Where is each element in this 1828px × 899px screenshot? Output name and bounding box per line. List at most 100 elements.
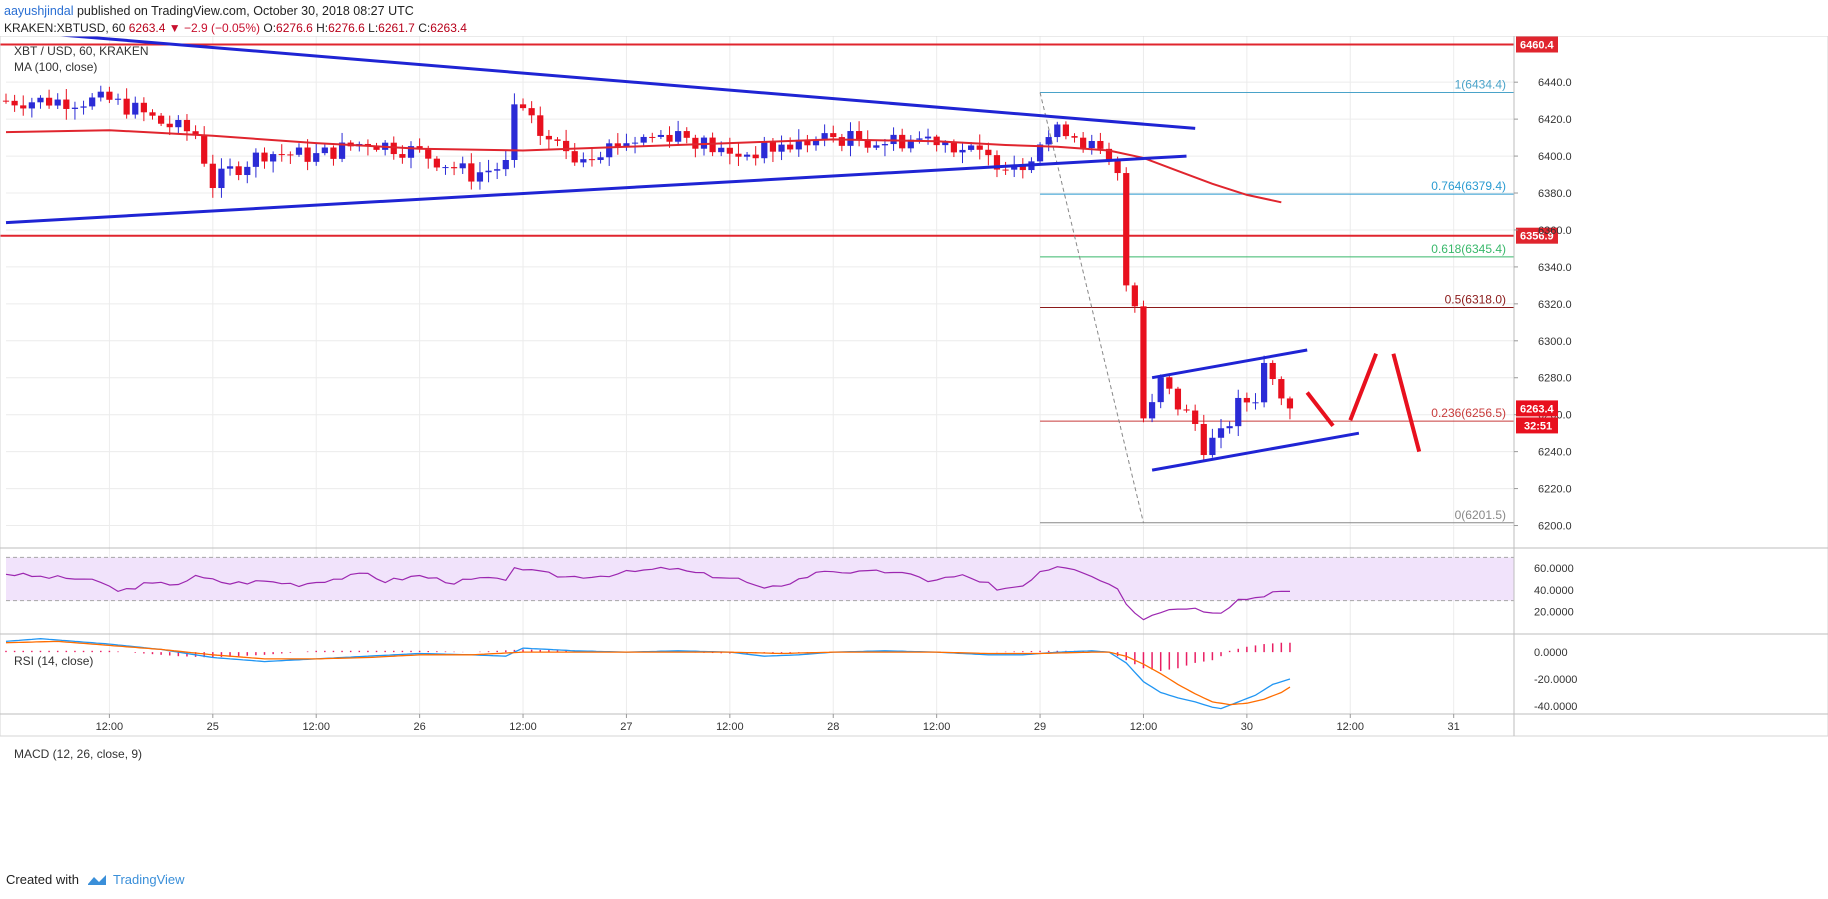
candle-body[interactable] — [459, 163, 466, 169]
candle-body[interactable] — [968, 145, 975, 150]
candle-body[interactable] — [252, 152, 259, 167]
candle-body[interactable] — [1217, 428, 1225, 438]
ma-100-line[interactable] — [5, 129, 1282, 204]
candle-body[interactable] — [338, 142, 346, 159]
candle-body[interactable] — [752, 154, 759, 159]
candle-body[interactable] — [1192, 410, 1199, 424]
candle-body[interactable] — [683, 131, 690, 138]
candle-body[interactable] — [132, 102, 139, 115]
candle-body[interactable] — [183, 119, 191, 132]
candle-body[interactable] — [838, 137, 845, 146]
candle-body[interactable] — [175, 119, 182, 128]
candle-body[interactable] — [881, 144, 889, 146]
candle-body[interactable] — [1209, 437, 1216, 456]
channel-lower-trendline[interactable] — [1151, 431, 1360, 472]
candle-body[interactable] — [1036, 144, 1044, 162]
candle-body[interactable] — [1261, 362, 1268, 403]
candle-body[interactable] — [399, 154, 406, 158]
candle-body[interactable] — [1148, 402, 1156, 419]
candle-body[interactable] — [295, 147, 303, 155]
candle-body[interactable] — [1252, 402, 1259, 404]
candle-body[interactable] — [787, 144, 794, 150]
candle-body[interactable] — [830, 133, 837, 138]
candle-body[interactable] — [37, 97, 44, 103]
candle-body[interactable] — [425, 148, 432, 159]
candle-body[interactable] — [450, 167, 458, 169]
candle-body[interactable] — [985, 149, 992, 156]
candle-body[interactable] — [390, 142, 397, 155]
candle-body[interactable] — [692, 137, 699, 149]
candle-body[interactable] — [606, 143, 613, 158]
candle-body[interactable] — [528, 108, 535, 116]
candle-body[interactable] — [407, 146, 415, 158]
candle-body[interactable] — [149, 112, 156, 116]
candle-body[interactable] — [89, 97, 96, 107]
candle-body[interactable] — [597, 157, 604, 160]
candle-body[interactable] — [321, 147, 328, 154]
candle-body[interactable] — [907, 139, 914, 149]
candle-body[interactable] — [1286, 398, 1294, 409]
candle-body[interactable] — [924, 136, 932, 139]
candle-body[interactable] — [313, 153, 320, 162]
candle-body[interactable] — [890, 134, 897, 145]
candle-body[interactable] — [1235, 397, 1242, 427]
candle-body[interactable] — [554, 139, 561, 141]
candle-body[interactable] — [1131, 285, 1138, 307]
author-link[interactable]: aayushjindal — [4, 4, 74, 18]
candle-body[interactable] — [743, 154, 751, 157]
descending-resistance-trendline[interactable] — [6, 36, 1196, 130]
candle-body[interactable] — [1243, 397, 1250, 403]
candle-body[interactable] — [537, 115, 544, 136]
candle-body[interactable] — [916, 138, 923, 140]
candle-body[interactable] — [442, 167, 449, 169]
candle-body[interactable] — [201, 134, 208, 164]
candle-body[interactable] — [63, 99, 70, 109]
candle-body[interactable] — [485, 170, 492, 173]
candle-body[interactable] — [942, 142, 949, 146]
macd-signal-line[interactable] — [5, 640, 1291, 706]
price-panel[interactable]: 1(6434.4) 0.764(6379.4) 0.618(6345.4) 0.5(6… — [0, 36, 1514, 524]
candle-body[interactable] — [761, 141, 768, 159]
candle-body[interactable] — [158, 115, 165, 124]
projection-path[interactable] — [1348, 352, 1378, 421]
candle-body[interactable] — [993, 155, 1001, 170]
candle-body[interactable] — [588, 159, 596, 161]
candle-body[interactable] — [709, 137, 716, 153]
candle-body[interactable] — [511, 104, 518, 161]
candle-body[interactable] — [166, 123, 173, 128]
candle-body[interactable] — [373, 146, 380, 150]
candle-body[interactable] — [623, 143, 630, 148]
candle-body[interactable] — [45, 97, 53, 106]
candle-body[interactable] — [631, 142, 639, 144]
candle-body[interactable] — [959, 149, 966, 153]
candle-body[interactable] — [1114, 160, 1121, 174]
candle-body[interactable] — [270, 154, 277, 162]
candle-body[interactable] — [192, 131, 199, 135]
candle-body[interactable] — [795, 139, 802, 150]
macd-line[interactable] — [5, 638, 1291, 710]
rsi-panel[interactable] — [5, 556, 1514, 621]
candle-body[interactable] — [1097, 140, 1104, 149]
candle-body[interactable] — [1226, 426, 1233, 429]
candle-body[interactable] — [804, 139, 811, 146]
candle-body[interactable] — [1140, 306, 1147, 419]
candle-body[interactable] — [114, 98, 122, 100]
candle-body[interactable] — [847, 131, 854, 146]
candle-body[interactable] — [502, 160, 509, 170]
projection-path[interactable] — [1391, 353, 1422, 453]
candle-body[interactable] — [235, 166, 242, 176]
ascending-support-trendline[interactable] — [5, 154, 1187, 225]
candle-body[interactable] — [769, 141, 777, 152]
rsi-line[interactable] — [5, 566, 1291, 621]
candle-body[interactable] — [718, 147, 725, 153]
candle-body[interactable] — [71, 107, 79, 109]
candle-body[interactable] — [1269, 362, 1276, 380]
candle-body[interactable] — [433, 158, 440, 168]
candle-body[interactable] — [666, 134, 673, 142]
candle-body[interactable] — [20, 105, 27, 109]
candle-body[interactable] — [1183, 409, 1190, 411]
candle-body[interactable] — [873, 145, 880, 148]
candle-body[interactable] — [519, 104, 527, 109]
candle-body[interactable] — [580, 159, 587, 163]
candle-body[interactable] — [304, 147, 311, 162]
